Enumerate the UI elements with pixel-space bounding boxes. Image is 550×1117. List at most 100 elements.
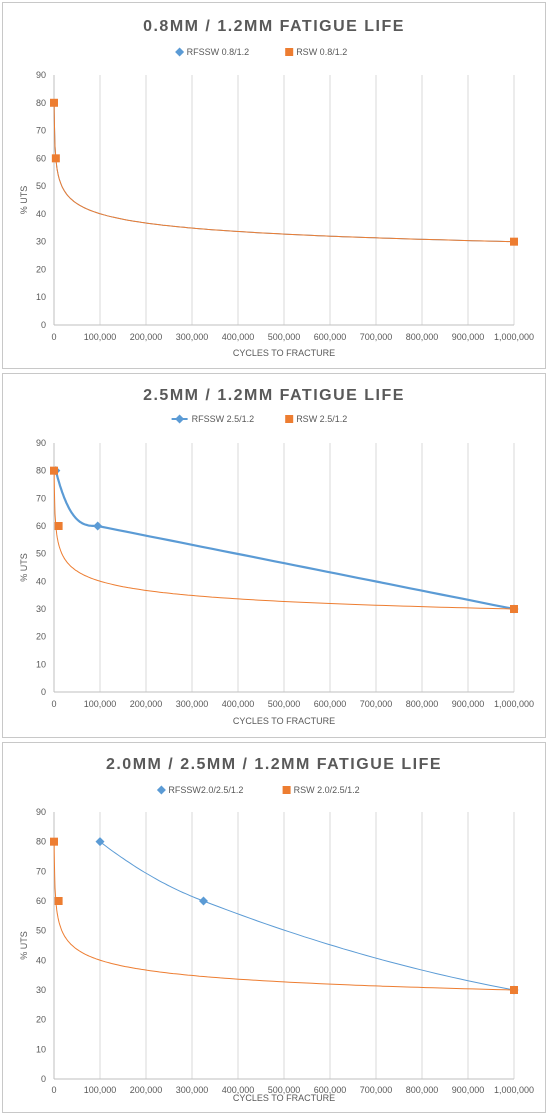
x-tick-label: 1,000,000 — [494, 699, 534, 709]
y-tick-label: 50 — [36, 549, 46, 559]
x-axis-label: CYCLES TO FRACTURE — [233, 348, 335, 358]
x-tick-label: 100,000 — [84, 699, 117, 709]
x-tick-label: 300,000 — [176, 332, 209, 342]
series-2 — [50, 837, 518, 994]
y-tick-label: 60 — [36, 896, 46, 906]
x-tick-label: 0 — [51, 332, 56, 342]
legend-entry-2: RSW 0.8/1.2 — [296, 47, 347, 57]
y-tick-label: 0 — [41, 687, 46, 697]
chart-panel-2: 2.5MM / 1.2MM FATIGUE LIFE RFSSW 2.5/1.2 R… — [2, 373, 546, 738]
data-point — [50, 466, 58, 475]
x-tick-label: 400,000 — [222, 699, 255, 709]
series-line-1 — [54, 470, 515, 611]
y-tick-label: 90 — [36, 438, 46, 448]
x-tick-label: 0 — [51, 1085, 56, 1095]
y-axis-label: % UTS — [19, 553, 29, 582]
x-tick-label: 600,000 — [314, 1085, 347, 1095]
y-tick-label: 0 — [41, 320, 46, 330]
series-line-2 — [53, 841, 515, 991]
legend-marker-2 — [285, 48, 294, 56]
x-tick-label: 600,000 — [314, 332, 347, 342]
chart-panel-3: 2.0MM / 2.5MM / 1.2MM FATIGUE LIFE RFSSW2… — [2, 742, 546, 1113]
x-tick-label: 400,000 — [222, 1085, 255, 1095]
x-tick-label: 500,000 — [268, 332, 301, 342]
y-tick-label: 90 — [36, 807, 46, 817]
y-tick-label: 60 — [36, 521, 46, 531]
data-point — [510, 237, 518, 246]
x-axis-label: CYCLES TO FRACTURE — [233, 1093, 335, 1103]
legend: RFSSW 0.8/1.2 RSW 0.8/1.2 — [175, 47, 347, 57]
y-tick-label: 20 — [36, 264, 46, 274]
data-point — [54, 522, 63, 530]
y-tick-label: 40 — [36, 209, 46, 219]
y-tick-label: 20 — [36, 1015, 46, 1025]
x-tick-label: 200,000 — [130, 699, 163, 709]
chart-title: 2.5MM / 1.2MM FATIGUE LIFE — [143, 387, 405, 404]
y-tick-label: 30 — [36, 985, 46, 995]
data-point — [93, 521, 103, 531]
x-tick-label: 700,000 — [360, 332, 393, 342]
x-tick-label: 1,000,000 — [494, 1085, 534, 1095]
x-tick-label: 1,000,000 — [494, 332, 534, 342]
series-2 — [50, 98, 518, 246]
y-tick-label: 60 — [36, 153, 46, 163]
data-point — [54, 897, 63, 905]
chart-3-svg: 2.0MM / 2.5MM / 1.2MM FATIGUE LIFE RFSSW2… — [19, 756, 534, 1103]
x-tick-label: 200,000 — [130, 1085, 163, 1095]
x-tick-label: 200,000 — [130, 332, 163, 342]
x-tick-label: 0 — [51, 699, 56, 709]
series-line-2 — [53, 470, 515, 610]
y-tick-label: 50 — [36, 926, 46, 936]
x-tick-label: 500,000 — [268, 1085, 301, 1095]
x-tick-label: 300,000 — [176, 1085, 209, 1095]
legend-entry-1: RFSSW2.0/2.5/1.2 — [168, 785, 243, 795]
y-tick-label: 30 — [36, 604, 46, 614]
data-point — [51, 154, 60, 163]
y-tick-label: 0 — [41, 1074, 46, 1084]
x-tick-label: 100,000 — [84, 1085, 117, 1095]
chart-title: 0.8MM / 1.2MM FATIGUE LIFE — [143, 18, 405, 35]
x-tick-label: 100,000 — [84, 332, 117, 342]
y-tick-label: 10 — [36, 292, 46, 302]
x-tick-label: 700,000 — [360, 1085, 393, 1095]
y-tick-label: 80 — [36, 98, 46, 108]
series-1 — [51, 466, 519, 614]
gridlines — [99, 812, 515, 1079]
x-tick-label: 600,000 — [314, 699, 347, 709]
data-point — [50, 837, 58, 846]
gridlines — [99, 75, 515, 325]
y-tick-label: 80 — [36, 837, 46, 847]
series-line-2 — [53, 102, 515, 243]
legend: RFSSW 2.5/1.2 RSW 2.5/1.2 — [171, 414, 347, 424]
data-point — [50, 98, 58, 107]
data-point — [95, 837, 105, 847]
x-tick-label: 400,000 — [222, 332, 255, 342]
data-point — [199, 896, 208, 906]
y-tick-label: 90 — [36, 70, 46, 80]
legend-marker-1 — [175, 47, 185, 57]
series-1 — [95, 837, 519, 995]
chart-1-svg: 0.8MM / 1.2MM FATIGUE LIFE RFSSW 0.8/1.2 R… — [19, 18, 534, 358]
gridlines — [99, 443, 515, 692]
y-axis-label: % UTS — [19, 931, 29, 960]
data-point — [510, 605, 518, 613]
y-tick-label: 70 — [36, 866, 46, 876]
y-tick-label: 10 — [36, 1044, 46, 1054]
y-tick-label: 80 — [36, 466, 46, 476]
legend: RFSSW2.0/2.5/1.2 RSW 2.0/2.5/1.2 — [156, 785, 360, 795]
legend-marker-1 — [175, 414, 185, 424]
series-2 — [50, 466, 518, 613]
y-tick-label: 70 — [36, 126, 46, 136]
legend-entry-2: RSW 2.5/1.2 — [296, 414, 347, 424]
x-tick-label: 900,000 — [452, 699, 485, 709]
y-tick-label: 10 — [36, 659, 46, 669]
x-tick-label: 900,000 — [452, 332, 485, 342]
x-tick-label: 800,000 — [406, 699, 439, 709]
chart-panel-1: 0.8MM / 1.2MM FATIGUE LIFE RFSSW 0.8/1.2 R… — [2, 2, 546, 369]
legend-entry-1: RFSSW 2.5/1.2 — [192, 414, 255, 424]
x-tick-label: 300,000 — [176, 699, 209, 709]
y-axis-label: % UTS — [19, 186, 29, 215]
x-tick-label: 700,000 — [360, 699, 393, 709]
